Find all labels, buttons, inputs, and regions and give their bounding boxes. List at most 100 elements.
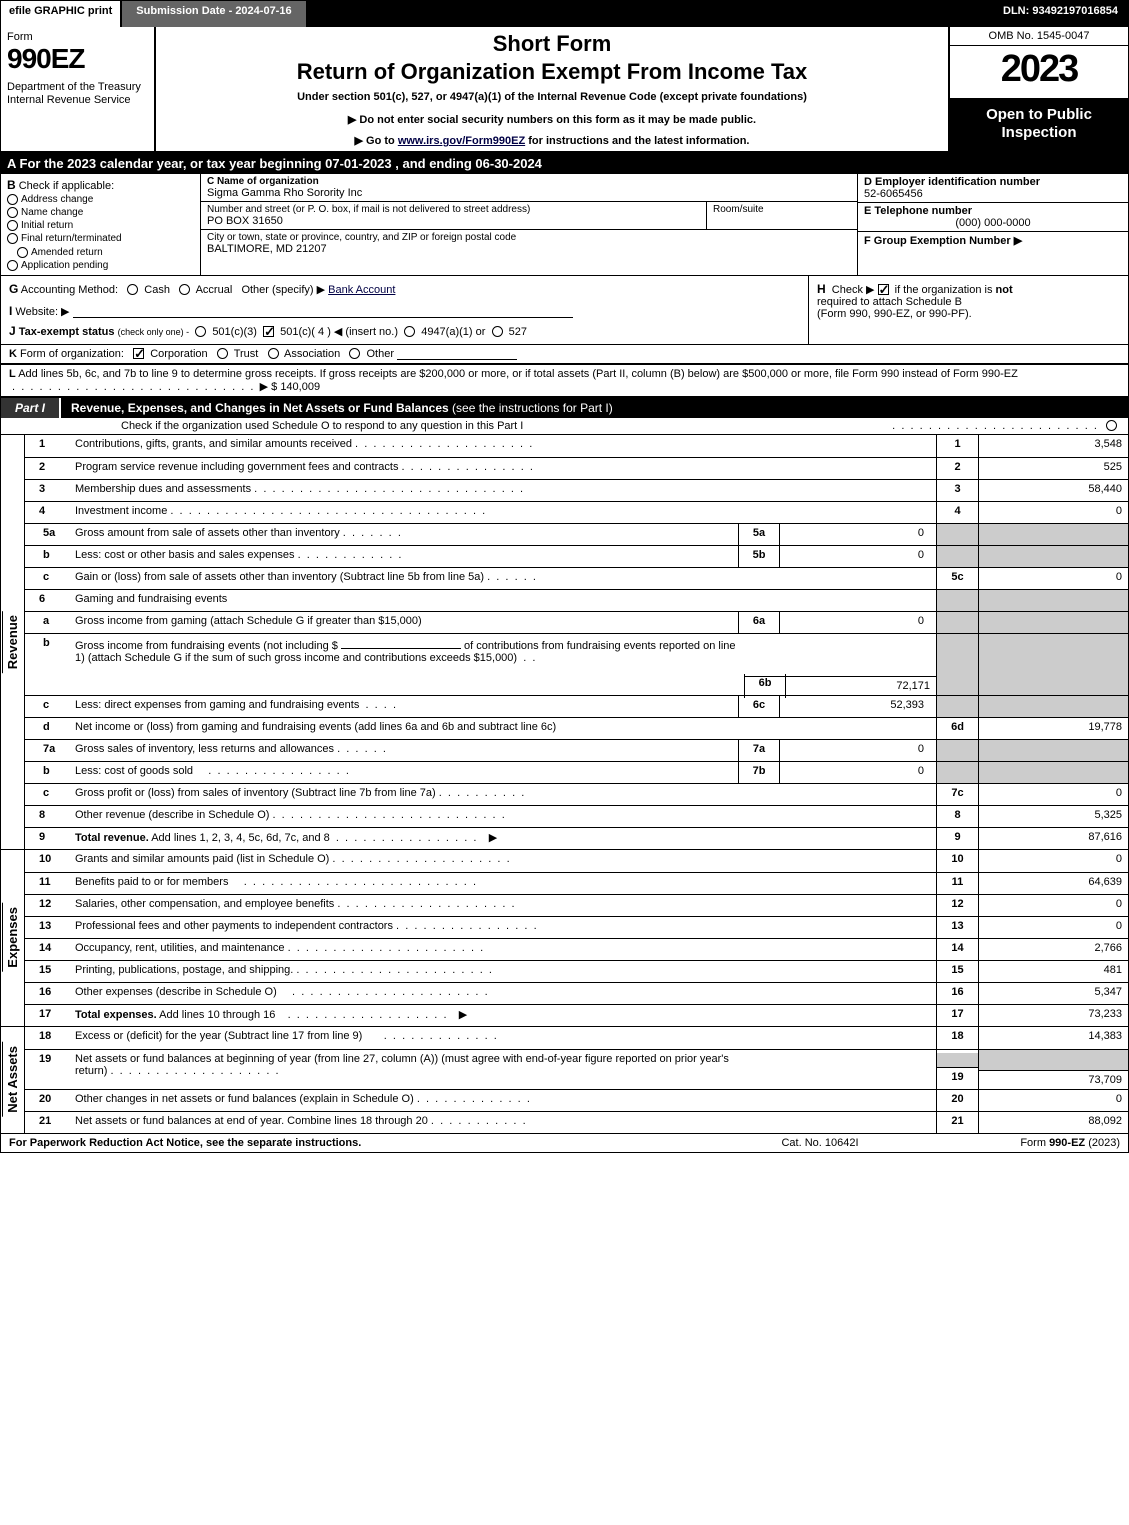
section-h: H Check ▶ if the organization is not req… bbox=[808, 276, 1128, 344]
line-17-num: 17 bbox=[25, 1005, 69, 1026]
line-6c-subval: 52,393 bbox=[780, 696, 930, 717]
line-6a-subref: 6a bbox=[738, 612, 780, 633]
line-3-val: 58,440 bbox=[978, 480, 1128, 501]
line-15-num: 15 bbox=[25, 961, 69, 982]
line-18-ref: 18 bbox=[936, 1027, 978, 1049]
line-21-desc: Net assets or fund balances at end of ye… bbox=[69, 1112, 936, 1133]
chk-association[interactable] bbox=[268, 348, 279, 359]
irs-link[interactable]: www.irs.gov/Form990EZ bbox=[398, 135, 525, 147]
chk-527[interactable] bbox=[492, 326, 503, 337]
line-16-ref: 16 bbox=[936, 983, 978, 1004]
expenses-body: 10 Grants and similar amounts paid (list… bbox=[25, 850, 1128, 1026]
row-a-tax-year: A For the 2023 calendar year, or tax yea… bbox=[1, 153, 1128, 174]
header-left: Form 990EZ Department of the Treasury In… bbox=[1, 27, 156, 151]
chk-schedule-b[interactable] bbox=[878, 284, 889, 295]
chk-amended-return[interactable]: Amended return bbox=[7, 247, 194, 258]
section-g: G Accounting Method: Cash Accrual Other … bbox=[9, 282, 800, 296]
line-19-ref-col: 19 bbox=[936, 1050, 978, 1089]
line-10: 10 Grants and similar amounts paid (list… bbox=[25, 850, 1128, 872]
netassets-vlabel-col: Net Assets bbox=[1, 1027, 25, 1133]
section-d-e-f: D Employer identification number 52-6065… bbox=[858, 174, 1128, 275]
website-input-line[interactable] bbox=[73, 304, 573, 318]
room-hd: Room/suite bbox=[713, 204, 851, 215]
line-3: 3 Membership dues and assessments . . . … bbox=[25, 479, 1128, 501]
chk-address-change[interactable]: Address change bbox=[7, 194, 194, 205]
line-9: 9 Total revenue. Add lines 1, 2, 3, 4, 5… bbox=[25, 827, 1128, 849]
city-cell: City or town, state or province, country… bbox=[201, 230, 857, 257]
line-7b: b Less: cost of goods sold . . . . . . .… bbox=[25, 761, 1128, 783]
open-to-public: Open to Public Inspection bbox=[950, 98, 1128, 152]
other-org-line[interactable] bbox=[397, 348, 517, 360]
line-5a-val-grey bbox=[978, 524, 1128, 545]
line-10-desc: Grants and similar amounts paid (list in… bbox=[69, 850, 936, 872]
line-17: 17 Total expenses. Add lines 10 through … bbox=[25, 1004, 1128, 1026]
line-5b-num: b bbox=[25, 546, 69, 567]
chk-accrual[interactable] bbox=[179, 284, 190, 295]
line-5c-desc: Gain or (loss) from sale of assets other… bbox=[69, 568, 936, 589]
line-7c-desc: Gross profit or (loss) from sales of inv… bbox=[69, 784, 936, 805]
chk-4947[interactable] bbox=[404, 326, 415, 337]
line-1-val: 3,548 bbox=[978, 435, 1128, 457]
topbar-spacer bbox=[308, 1, 993, 27]
line-14-num: 14 bbox=[25, 939, 69, 960]
line-6c: c Less: direct expenses from gaming and … bbox=[25, 695, 1128, 717]
line-1: 1 Contributions, gifts, grants, and simi… bbox=[25, 435, 1128, 457]
room-cell: Room/suite bbox=[707, 202, 857, 229]
chk-final-return[interactable]: Final return/terminated bbox=[7, 233, 194, 244]
line-5b: b Less: cost or other basis and sales ex… bbox=[25, 545, 1128, 567]
line-7a-subref: 7a bbox=[738, 740, 780, 761]
line-8-ref: 8 bbox=[936, 806, 978, 827]
line-21-num: 21 bbox=[25, 1112, 69, 1133]
line-7a-desc: Gross sales of inventory, less returns a… bbox=[69, 740, 936, 761]
line-13-ref: 13 bbox=[936, 917, 978, 938]
line-9-ref: 9 bbox=[936, 828, 978, 849]
phone-cell: E Telephone number (000) 000-0000 bbox=[858, 203, 1128, 232]
chk-name-change[interactable]: Name change bbox=[7, 207, 194, 218]
line-2-val: 525 bbox=[978, 458, 1128, 479]
part1-sub: Check if the organization used Schedule … bbox=[1, 418, 1128, 435]
line-5a-subref: 5a bbox=[738, 524, 780, 545]
k-text: Form of organization: bbox=[20, 348, 124, 360]
b-lead: B bbox=[7, 178, 16, 192]
line-11-desc: Benefits paid to or for members . . . . … bbox=[69, 873, 936, 894]
chk-cash[interactable] bbox=[127, 284, 138, 295]
line-7a-ref-grey bbox=[936, 740, 978, 761]
line-6c-val-grey bbox=[978, 696, 1128, 717]
line-6b-blank[interactable] bbox=[341, 637, 461, 649]
line-6c-desc: Less: direct expenses from gaming and fu… bbox=[69, 696, 936, 717]
footer-cat-no: Cat. No. 10642I bbox=[720, 1137, 920, 1149]
street-val: PO BOX 31650 bbox=[207, 215, 700, 227]
row-a-text: A For the 2023 calendar year, or tax yea… bbox=[7, 156, 542, 171]
h-text3: required to attach Schedule B bbox=[817, 296, 962, 308]
chk-501c3[interactable] bbox=[195, 326, 206, 337]
l-lead: L bbox=[9, 368, 16, 380]
line-6c-subref: 6c bbox=[738, 696, 780, 717]
line-5b-val-grey bbox=[978, 546, 1128, 567]
tax-year: 2023 bbox=[950, 46, 1128, 91]
chk-501c[interactable] bbox=[263, 326, 274, 337]
city-val: BALTIMORE, MD 21207 bbox=[207, 243, 851, 255]
line-15-val: 481 bbox=[978, 961, 1128, 982]
line-5a-subval: 0 bbox=[780, 524, 930, 545]
line-5b-subval: 0 bbox=[780, 546, 930, 567]
chk-other-org[interactable] bbox=[349, 348, 360, 359]
chk-schedule-o[interactable] bbox=[1106, 420, 1117, 431]
line-19: 19 Net assets or fund balances at beginn… bbox=[25, 1049, 1128, 1089]
line-13-val: 0 bbox=[978, 917, 1128, 938]
g-lead: G bbox=[9, 282, 18, 296]
expenses-vlabel: Expenses bbox=[2, 903, 24, 972]
chk-trust[interactable] bbox=[217, 348, 228, 359]
g-other-val[interactable]: Bank Account bbox=[328, 284, 395, 296]
line-21: 21 Net assets or fund balances at end of… bbox=[25, 1111, 1128, 1133]
address-row: Number and street (or P. O. box, if mail… bbox=[201, 202, 857, 230]
form-page: efile GRAPHIC print Submission Date - 20… bbox=[0, 0, 1129, 1153]
line-6-val-grey bbox=[978, 590, 1128, 611]
line-8-num: 8 bbox=[25, 806, 69, 827]
chk-application-pending[interactable]: Application pending bbox=[7, 260, 194, 271]
part1-tag: Part I bbox=[1, 398, 61, 418]
chk-corporation[interactable] bbox=[133, 348, 144, 359]
chk-initial-return[interactable]: Initial return bbox=[7, 220, 194, 231]
line-12-num: 12 bbox=[25, 895, 69, 916]
efile-print-label[interactable]: efile GRAPHIC print bbox=[1, 1, 122, 27]
line-6c-num: c bbox=[25, 696, 69, 717]
